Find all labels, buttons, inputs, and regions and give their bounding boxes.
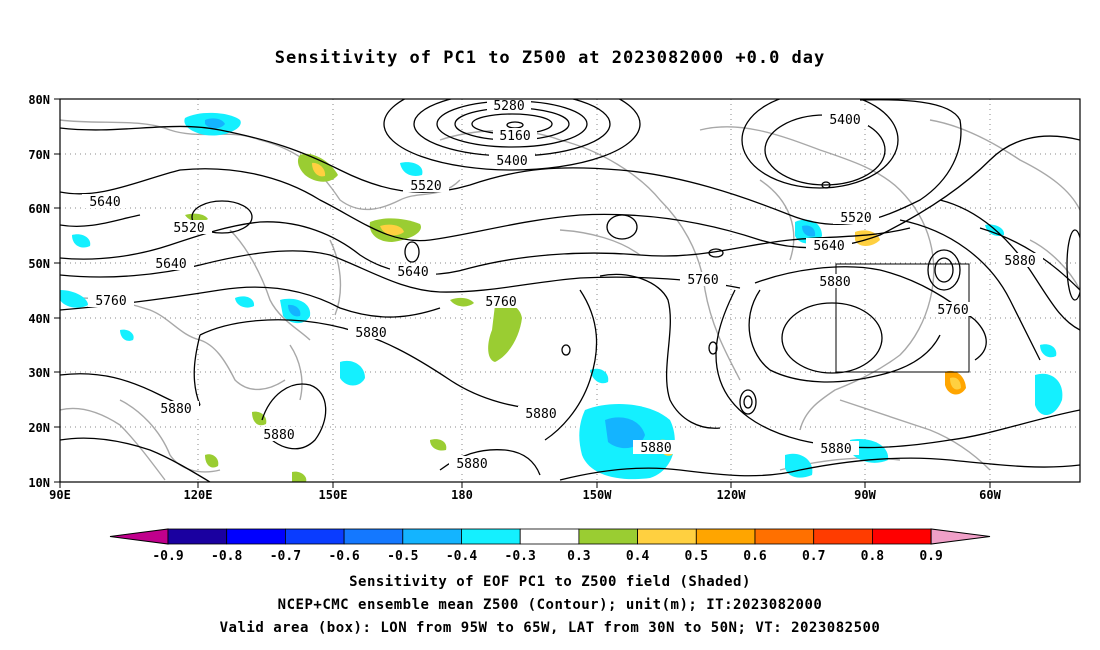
colorbar-label: -0.4 xyxy=(446,549,477,564)
lat-label: 40N xyxy=(28,312,50,326)
colorbar-label: -0.3 xyxy=(505,549,536,564)
colorbar-label: 0.7 xyxy=(802,549,825,564)
lon-label: 90W xyxy=(854,488,876,502)
colorbar-swatch xyxy=(167,528,228,545)
colorbar-label: 0.6 xyxy=(743,549,767,564)
contour-label: 5760 xyxy=(687,273,718,288)
colorbar-end-low xyxy=(109,528,169,545)
contour-label: 5880 xyxy=(525,407,556,422)
contour-label: 5400 xyxy=(829,113,860,128)
colorbar-label: -0.7 xyxy=(270,549,301,564)
colorbar-label: -0.8 xyxy=(211,549,242,564)
contour-label: 5880 xyxy=(819,275,850,290)
colorbar-label: -0.5 xyxy=(387,549,418,564)
contour-label: 5880 xyxy=(355,326,386,341)
contour-label: 5520 xyxy=(173,221,204,236)
contour-label: 5640 xyxy=(397,265,428,280)
colorbar-label: 0.4 xyxy=(626,549,650,564)
colorbar-swatch xyxy=(226,528,286,545)
contour-label: 5640 xyxy=(813,239,844,254)
colorbar-end-high xyxy=(930,528,991,545)
valid-area-box xyxy=(835,263,970,373)
contour-label: 5520 xyxy=(840,211,871,226)
coastlines xyxy=(60,119,1080,481)
contour-label: 5880 xyxy=(1004,254,1035,269)
colorbar-swatch xyxy=(343,528,404,545)
contour-label: 5640 xyxy=(155,257,186,272)
contour-label: 5880 xyxy=(160,402,191,417)
colorbar-label: 0.9 xyxy=(919,549,942,564)
colorbar-swatch xyxy=(519,528,580,545)
chart-title: Sensitivity of PC1 to Z500 at 2023082000… xyxy=(274,48,826,68)
caption-line-3: Valid area (box): LON from 95W to 65W, L… xyxy=(219,620,881,636)
contour-label: 5160 xyxy=(499,129,530,144)
contour-label: 5520 xyxy=(410,179,441,194)
colorbar-swatch xyxy=(872,528,932,545)
colorbar: -0.9 -0.8 -0.7 -0.6 -0.5 -0.4 -0.3 0.3 0.4 0.5 0.6… xyxy=(109,528,991,564)
colorbar-swatch xyxy=(754,528,815,545)
lat-label: 30N xyxy=(28,366,50,380)
contour-label: 5880 xyxy=(640,441,671,456)
contour-labels: 5280 5160 5400 5520 5640 5400 5520 5640 … xyxy=(82,99,1043,472)
colorbar-label: 0.8 xyxy=(861,549,885,564)
colorbar-swatch xyxy=(578,528,639,545)
contour-label: 5880 xyxy=(263,428,294,443)
map-plot-area xyxy=(60,99,1080,482)
lon-label: 150E xyxy=(319,488,348,502)
latitude-labels: 80N 70N 60N 50N 40N 30N 20N 10N xyxy=(28,93,50,490)
caption-line-1: Sensitivity of EOF PC1 to Z500 field (Sh… xyxy=(349,574,751,590)
caption-line-2: NCEP+CMC ensemble mean Z500 (Contour); u… xyxy=(277,597,823,613)
lon-label: 180 xyxy=(451,488,473,502)
lat-label: 80N xyxy=(28,93,50,107)
map-frame xyxy=(59,98,1081,483)
lon-label: 120E xyxy=(184,488,213,502)
colorbar-swatch xyxy=(284,528,345,545)
colorbar-swatch xyxy=(813,528,873,545)
contour-label: 5880 xyxy=(820,442,851,457)
lon-label: 150W xyxy=(583,488,613,502)
longitude-labels: 90E 120E 150E 180 150W 120W 90W 60W xyxy=(49,488,1001,502)
colorbar-label: 0.3 xyxy=(567,549,590,564)
contour-label: 5760 xyxy=(95,294,126,309)
colorbar-swatch xyxy=(695,528,756,545)
lon-label: 90E xyxy=(49,488,71,502)
contour-label: 5400 xyxy=(496,154,527,169)
lat-label: 60N xyxy=(28,202,50,216)
contour-label: 5760 xyxy=(485,295,516,310)
axis-ticks xyxy=(54,98,991,488)
colorbar-label: 0.5 xyxy=(685,549,708,564)
colorbar-swatch xyxy=(461,528,521,545)
contour-label: 5280 xyxy=(493,99,524,114)
colorbar-label: -0.9 xyxy=(152,549,183,564)
lat-label: 70N xyxy=(28,148,50,162)
colorbar-label: -0.6 xyxy=(328,549,359,564)
contour-label: 5640 xyxy=(89,195,120,210)
lat-label: 20N xyxy=(28,421,50,435)
lat-label: 50N xyxy=(28,257,50,271)
sensitivity-shading xyxy=(60,112,1063,482)
lat-label: 10N xyxy=(28,476,50,490)
contour-label: 5880 xyxy=(456,457,487,472)
colorbar-swatch xyxy=(637,528,697,545)
contour-label: 5760 xyxy=(937,303,968,318)
colorbar-swatch xyxy=(402,528,462,545)
lon-label: 60W xyxy=(979,488,1001,502)
lon-label: 120W xyxy=(717,488,747,502)
